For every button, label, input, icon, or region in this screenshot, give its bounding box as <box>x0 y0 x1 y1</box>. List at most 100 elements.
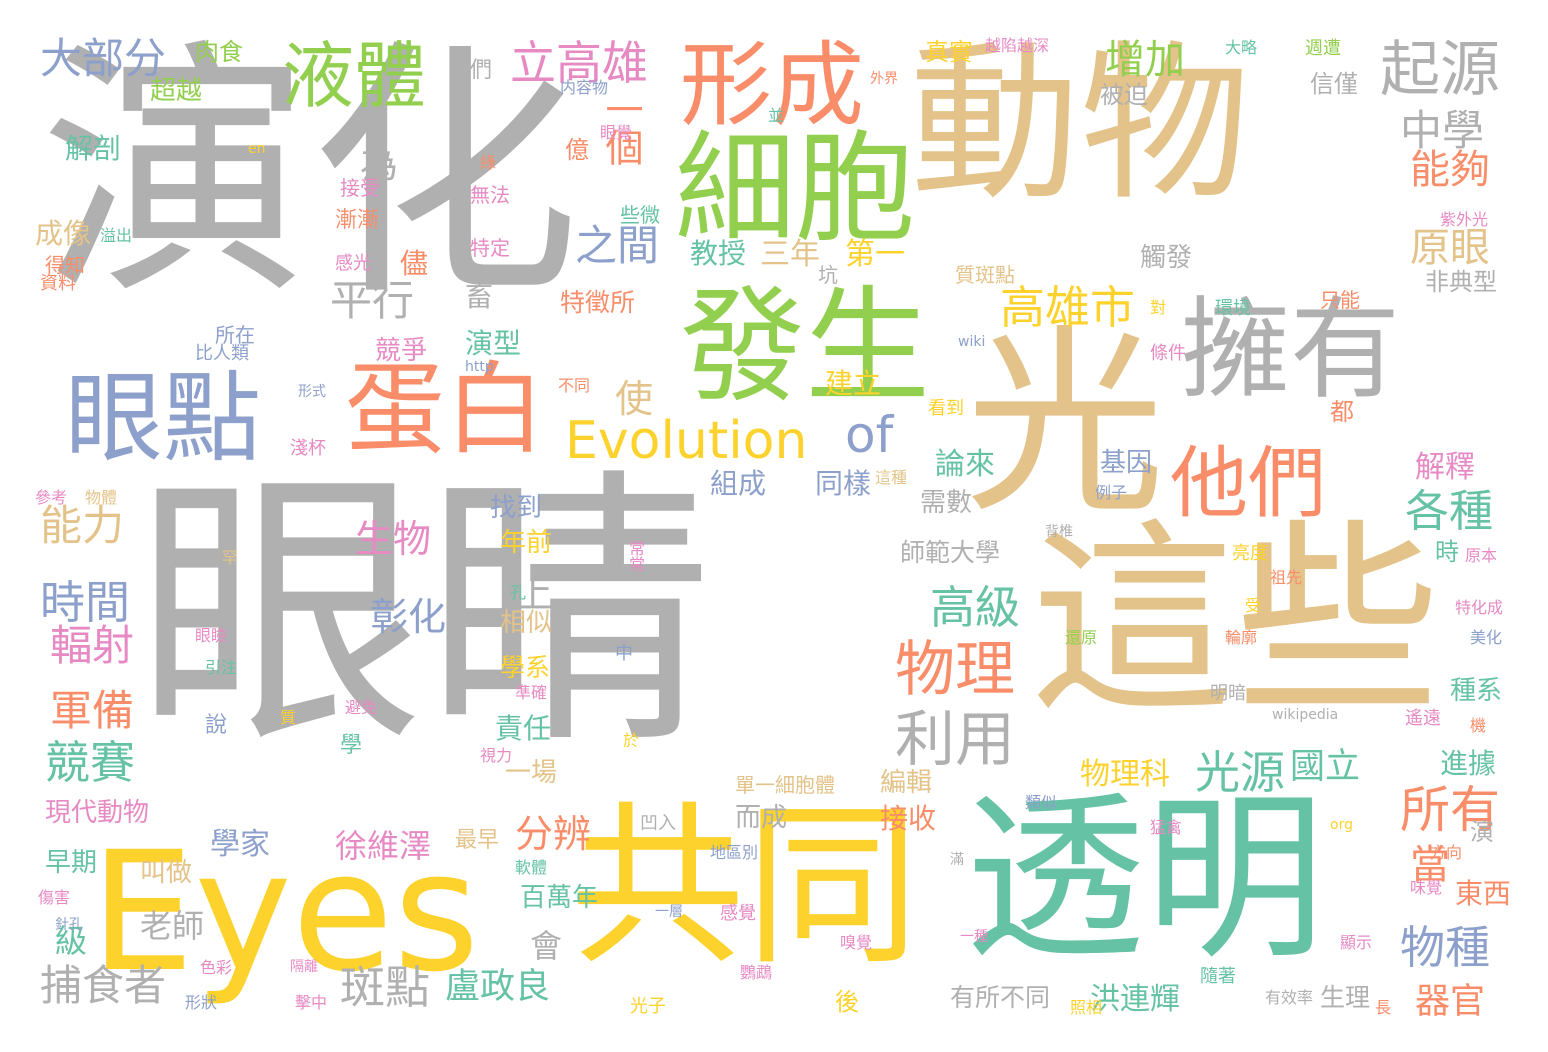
word-40: 競賽 <box>45 736 136 789</box>
word-11: 形成 <box>680 32 865 139</box>
word-111: 接受 <box>340 176 380 200</box>
word-166: 一種 <box>960 929 988 945</box>
word-113: 些微 <box>620 203 660 227</box>
word-174: 形狀 <box>185 993 218 1012</box>
word-147: 輪廓 <box>1225 628 1258 647</box>
word-130: 建立 <box>825 367 882 400</box>
word-86: 相似 <box>500 608 553 638</box>
word-175: 隔離 <box>290 959 318 975</box>
word-192: 並 <box>768 106 785 125</box>
word-172: 針孔 <box>55 917 83 933</box>
word-74: 信僅 <box>1310 70 1358 98</box>
word-112: 漸漸 <box>335 208 380 233</box>
word-150: 猛禽 <box>1150 818 1183 837</box>
word-98: 有所不同 <box>950 983 1051 1012</box>
word-68: 超越 <box>150 76 203 106</box>
word-105: 週遭 <box>1305 38 1341 59</box>
word-122: 只能 <box>1320 288 1360 312</box>
word-148: 受 <box>1245 596 1262 615</box>
word-189: 於 <box>623 731 640 750</box>
word-71: 得知 <box>45 253 85 277</box>
word-101: 時 <box>1435 538 1459 566</box>
word-4: 這些 <box>1030 503 1440 741</box>
word-115: 感光 <box>335 253 371 274</box>
word-49: 物理科 <box>1080 757 1170 792</box>
word-24: 增加 <box>1105 37 1185 83</box>
word-146: 還原 <box>1065 628 1098 647</box>
word-12: 蛋白 <box>345 351 545 468</box>
word-99: 生理 <box>1320 983 1371 1012</box>
word-33: 一個 <box>599 90 643 166</box>
word-186: 孔 <box>510 583 527 602</box>
word-42: 斑點 <box>340 961 431 1014</box>
word-2: 動物 <box>910 26 1251 224</box>
word-29: 高級 <box>930 581 1021 634</box>
word-185: 視力 <box>480 746 513 765</box>
word-9: 發生 <box>680 275 930 420</box>
word-159: 最早 <box>455 828 500 853</box>
word-0: 眼睛 <box>135 446 715 783</box>
word-164: 一層 <box>655 904 683 920</box>
word-198: org <box>1330 817 1353 833</box>
word-179: 引注 <box>205 658 238 677</box>
word-50: 使 <box>615 377 654 421</box>
word-45: 盧政良 <box>445 967 551 1007</box>
word-65: 非典型 <box>1425 268 1497 296</box>
word-187: 常常 <box>626 540 645 572</box>
word-67: 肉食 <box>195 38 243 66</box>
word-52: 教授 <box>690 237 747 270</box>
word-85: 年前 <box>500 528 553 558</box>
word-134: 都 <box>1330 398 1354 426</box>
word-34: 之間 <box>575 221 660 270</box>
word-140: 原本 <box>1465 546 1498 565</box>
word-80: 早期 <box>45 848 98 878</box>
word-56: 彰化 <box>370 595 447 639</box>
word-53: 三年 <box>760 237 820 272</box>
word-128: 參考 <box>35 488 68 507</box>
word-13: 眼點 <box>65 362 262 476</box>
word-76: 競爭 <box>375 336 428 366</box>
word-190: 溢出 <box>100 226 133 245</box>
word-32: 物種 <box>1400 921 1491 974</box>
word-75: 演型 <box>465 327 522 360</box>
word-132: 不同 <box>558 376 591 395</box>
word-3: 光 <box>965 308 1166 541</box>
word-183: 學 <box>340 733 363 758</box>
word-22: 物理 <box>895 635 1015 705</box>
word-37: 時間 <box>40 576 131 629</box>
word-176: 擊中 <box>295 993 328 1012</box>
word-57: 上 <box>515 572 554 616</box>
word-163: 軟體 <box>515 858 548 877</box>
word-103: 越陷越深 <box>985 36 1050 55</box>
word-116: 儘 <box>400 247 429 280</box>
word-102: 真實 <box>925 38 973 66</box>
word-17: of <box>845 406 894 464</box>
word-143: 明暗 <box>1210 683 1246 704</box>
word-88: 責任 <box>495 712 552 745</box>
word-28: 各種 <box>1405 486 1493 537</box>
word-119: 質斑點 <box>955 263 1015 287</box>
word-84: 找到 <box>490 493 543 523</box>
word-106: 外界 <box>870 71 898 87</box>
word-139: 祖先 <box>1270 568 1303 587</box>
word-165: 感覺 <box>720 903 756 924</box>
word-126: 形式 <box>298 384 326 400</box>
word-20: 大部分 <box>40 34 167 83</box>
word-35: 平行 <box>330 276 415 325</box>
word-58: 論來 <box>935 447 995 482</box>
word-54: 第一 <box>845 237 905 272</box>
word-97: 編輯 <box>880 768 933 798</box>
word-118: 坑 <box>818 263 838 287</box>
word-168: 鸚鵡 <box>740 963 773 982</box>
word-60: 解釋 <box>1415 450 1475 485</box>
word-137: 背椎 <box>1045 524 1073 540</box>
word-160: 凹入 <box>640 813 676 834</box>
word-123: 紫外光 <box>1440 210 1489 229</box>
word-114: 特定 <box>470 236 510 260</box>
word-59: 需數 <box>920 488 973 518</box>
word-38: 輻射 <box>50 621 135 670</box>
word-120: 對 <box>1150 298 1167 317</box>
word-44: 徐維澤 <box>335 827 432 865</box>
word-41: 捕食者 <box>40 961 167 1010</box>
word-199: 滿 <box>950 852 964 868</box>
